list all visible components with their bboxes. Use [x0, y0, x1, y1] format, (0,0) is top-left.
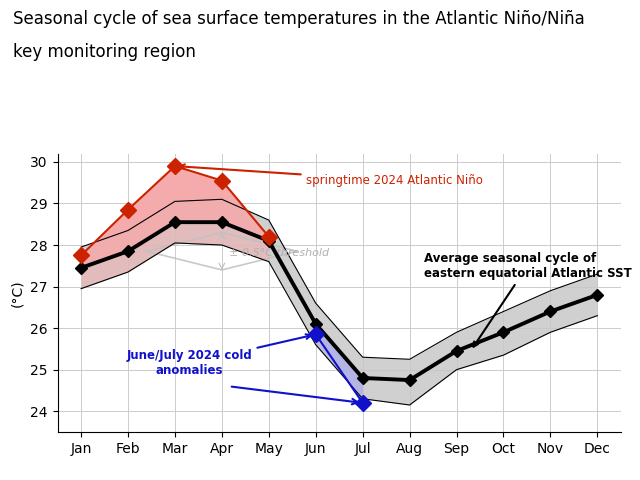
Y-axis label: (°C): (°C)	[11, 279, 25, 307]
Text: June/July 2024 cold
anomalies: June/July 2024 cold anomalies	[126, 334, 311, 377]
Text: Average seasonal cycle of
eastern equatorial Atlantic SST: Average seasonal cycle of eastern equato…	[424, 252, 632, 347]
Text: key monitoring region: key monitoring region	[13, 43, 196, 61]
Text: springtime 2024 Atlantic Niño: springtime 2024 Atlantic Niño	[180, 164, 483, 187]
Text: ± 0.5°C threshold: ± 0.5°C threshold	[229, 248, 329, 258]
Text: Seasonal cycle of sea surface temperatures in the Atlantic Niño/Niña: Seasonal cycle of sea surface temperatur…	[13, 10, 584, 28]
